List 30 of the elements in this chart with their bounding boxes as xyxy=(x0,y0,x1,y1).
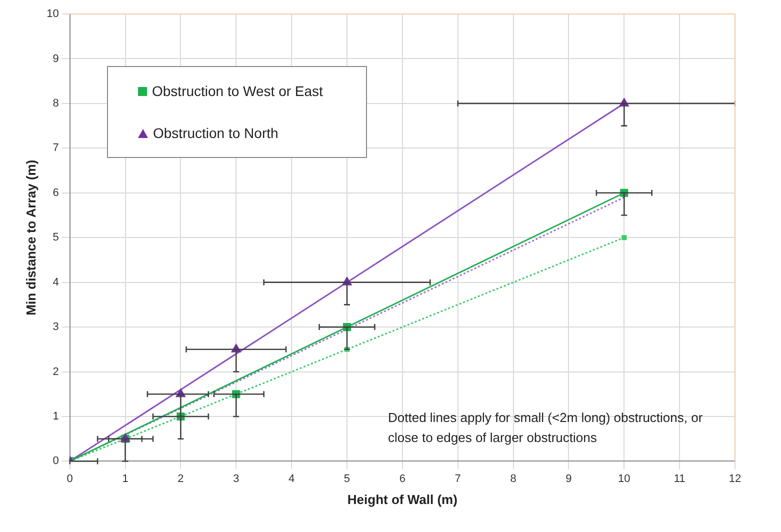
y-tick-label: 1 xyxy=(52,410,59,423)
y-tick-label: 5 xyxy=(52,232,59,244)
x-tick-label: 5 xyxy=(344,472,350,485)
y-tick-label: 7 xyxy=(52,142,59,154)
y-tick-label: 8 xyxy=(52,97,59,110)
x-tick-label: 11 xyxy=(674,472,686,485)
x-tick-label: 10 xyxy=(618,472,630,485)
legend-label: Obstruction to North xyxy=(153,125,278,141)
x-tick-label: 9 xyxy=(566,472,572,485)
x-tick-label: 1 xyxy=(122,472,128,485)
x-axis-title: Height of Wall (m) xyxy=(347,492,458,507)
x-tick-label: 7 xyxy=(454,472,461,485)
x-tick-label: 3 xyxy=(233,472,240,485)
y-tick-label: 6 xyxy=(52,186,59,199)
x-tick-label: 4 xyxy=(288,472,295,485)
y-tick-label: 9 xyxy=(52,52,59,65)
x-tick-label: 8 xyxy=(510,472,516,485)
annotation: Dotted lines apply for small (<2m long) obstructions, or close to edges of larger obstructions xyxy=(388,409,704,447)
x-tick-label: 12 xyxy=(728,472,742,485)
y-axis-title: Min distance to Array (m) xyxy=(23,160,38,316)
x-tick-label: 6 xyxy=(399,472,406,485)
y-tick-label: 2 xyxy=(52,366,59,378)
y-tick-label: 0 xyxy=(52,455,59,468)
y-tick-label: 10 xyxy=(46,8,59,20)
x-tick-label: 2 xyxy=(178,472,184,485)
y-tick-label: 3 xyxy=(52,321,59,334)
point xyxy=(622,235,627,240)
y-tick-label: 4 xyxy=(52,276,59,288)
x-tick-label: 0 xyxy=(66,472,73,485)
legend-label: Obstruction to West or East xyxy=(152,83,323,99)
